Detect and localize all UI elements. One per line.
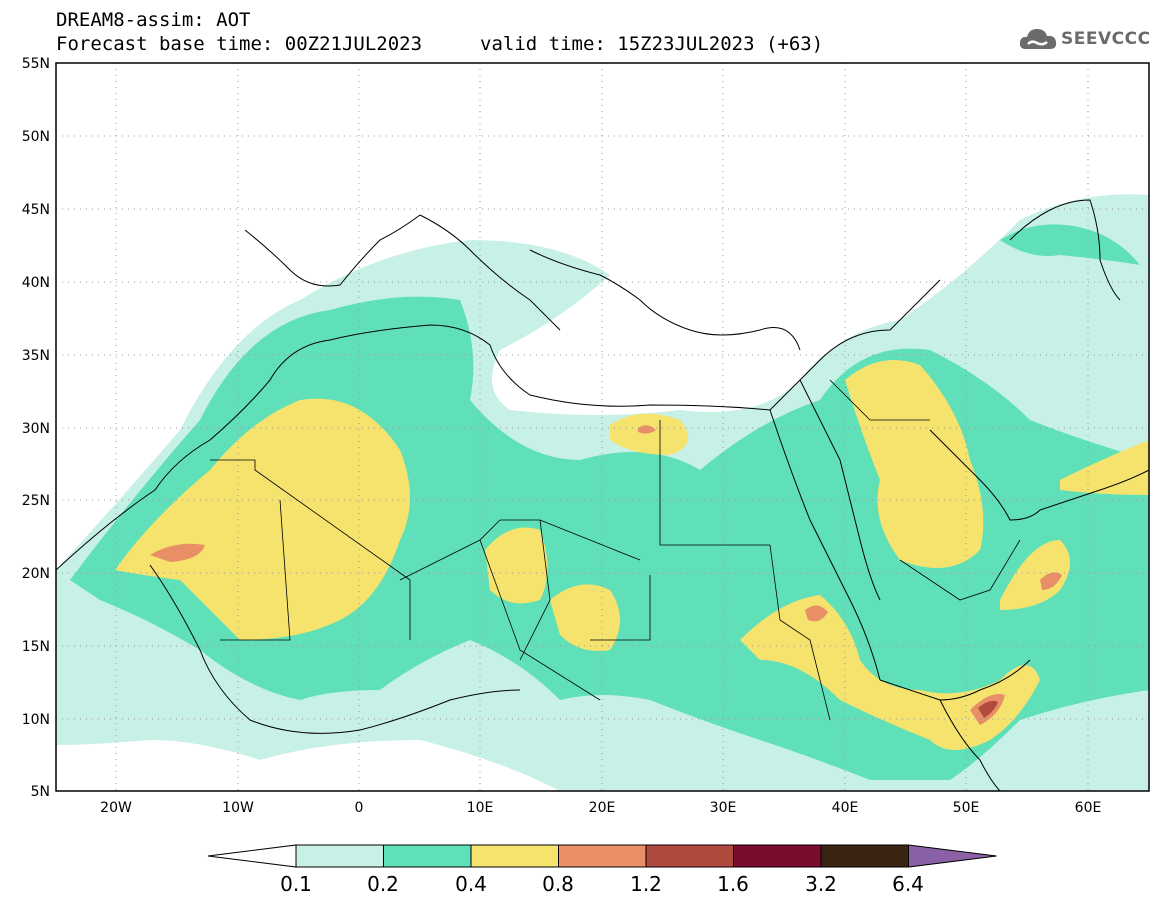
aot-band-0.8-libya (638, 425, 656, 434)
colorbar-label: 0.4 (455, 872, 487, 896)
lon-tick: 0 (355, 800, 364, 816)
cloud-icon (1019, 29, 1057, 49)
aot-band-0.2-caspian (1000, 224, 1140, 265)
lat-tick: 55N (22, 56, 50, 72)
lon-axis: 20W 10W 0 10E 20E 30E 40E 50E 60E (100, 800, 1101, 816)
colorbar-segment (733, 844, 822, 868)
lon-tick: 50E (953, 800, 980, 816)
aot-band-0.8-oman (1040, 572, 1062, 590)
coastlines (56, 199, 1149, 791)
colorbar-label: 0.2 (367, 872, 399, 896)
lon-tick: 10W (222, 800, 254, 816)
aot-band-1.2-somalia (978, 700, 998, 718)
colorbar-label: 3.2 (805, 872, 837, 896)
lat-axis: 5N 10N 15N 20N 25N 30N 35N 40N 45N 50N 5… (22, 56, 50, 800)
aot-band-0.4-iran (1060, 440, 1149, 495)
lat-tick: 30N (22, 421, 50, 437)
colorbar-segment (645, 844, 734, 868)
aot-band-0.4-arabia (845, 360, 984, 568)
lat-tick: 15N (22, 639, 50, 655)
aot-band-0.8-mauritania (150, 543, 205, 562)
colorbar (207, 844, 997, 868)
country-borders (210, 379, 1021, 721)
lon-tick: 10E (467, 800, 494, 816)
forecast-base-time: Forecast base time: 00Z21JUL2023 (56, 33, 423, 55)
aot-band-0.4-chad (485, 527, 548, 604)
colorbar-segment (383, 844, 472, 868)
aot-band-0.8-eritrea (805, 605, 828, 622)
map-title: DREAM8-assim: AOT (56, 9, 251, 31)
aot-band-0.4-sahara-west (115, 398, 410, 640)
colorbar-segment (820, 844, 909, 868)
aot-field (56, 194, 1149, 791)
colorbar-labels: 0.1 0.2 0.4 0.8 1.2 1.6 3.2 6.4 (280, 872, 924, 896)
lat-tick: 20N (22, 566, 50, 582)
colorbar-segment (558, 844, 647, 868)
lat-tick: 45N (22, 202, 50, 218)
colorbar-label: 0.1 (280, 872, 312, 896)
plot-frame (55, 62, 1150, 792)
lat-tick: 50N (22, 129, 50, 145)
valid-time: valid time: 15Z23JUL2023 (+63) (480, 33, 824, 55)
colorbar-label: 1.2 (630, 872, 662, 896)
colorbar-segment-min (207, 844, 297, 868)
aot-band-0.4-ethiopia (740, 595, 1040, 750)
aot-band-0.4-sudan (550, 584, 620, 651)
lat-tick: 25N (22, 493, 50, 509)
lon-tick: 20E (589, 800, 616, 816)
colorbar-label: 1.6 (717, 872, 749, 896)
seevccc-logo: SEEVCCC (1018, 22, 1151, 56)
lat-tick: 35N (22, 348, 50, 364)
colorbar-label: 6.4 (892, 872, 924, 896)
logo-text: SEEVCCC (1061, 29, 1151, 49)
map-grid (56, 63, 1149, 791)
colorbar-segment-max (908, 844, 997, 868)
lon-tick: 40E (832, 800, 859, 816)
lon-tick: 20W (100, 800, 132, 816)
lat-tick: 40N (22, 275, 50, 291)
lon-tick: 30E (710, 800, 737, 816)
aot-band-0.4-oman (1000, 540, 1070, 610)
lat-tick: 10N (22, 712, 50, 728)
aot-band-0.4-libya (610, 413, 688, 455)
lat-tick: 5N (31, 784, 50, 800)
colorbar-segment (470, 844, 559, 868)
colorbar-label: 0.8 (542, 872, 574, 896)
colorbar-segment (295, 844, 384, 868)
lon-tick: 60E (1075, 800, 1102, 816)
